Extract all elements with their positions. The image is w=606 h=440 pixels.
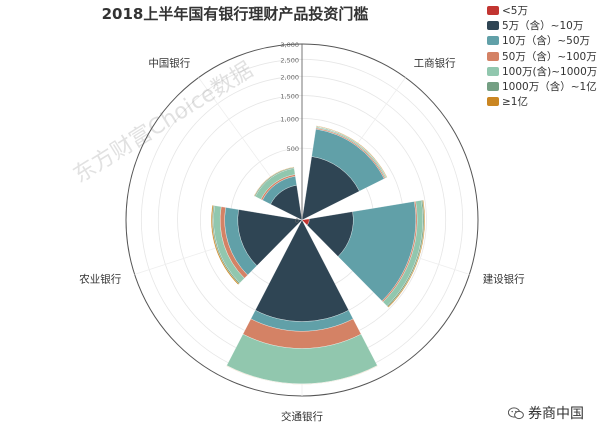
radial-tick-label: 2,500 <box>280 56 299 64</box>
legend-item[interactable]: <5万 <box>487 4 597 19</box>
brand: 券商中国 <box>508 403 584 423</box>
legend-swatch <box>487 81 499 91</box>
bar-segment <box>316 125 388 178</box>
legend-label: <5万 <box>502 5 528 17</box>
radial-tick-label: 500 <box>287 145 299 153</box>
chart-title: 2018上半年国有银行理财产品投资门槛 <box>101 5 369 23</box>
radial-tick-label: 2,000 <box>280 73 299 81</box>
legend-swatch <box>487 66 499 76</box>
bar-segment <box>387 199 426 308</box>
category-label: 交通银行 <box>281 410 323 423</box>
legend-swatch <box>487 36 499 46</box>
legend-swatch <box>487 97 499 107</box>
radial-tick-label: 0 <box>295 217 299 225</box>
bar-segment <box>253 166 295 197</box>
legend-item[interactable]: ≥1亿 <box>487 95 597 110</box>
legend-label: 5万（含）~10万 <box>502 20 584 33</box>
bar-layer <box>210 125 426 385</box>
legend-label: ≥1亿 <box>502 96 528 109</box>
radial-tick-label: 3,000 <box>280 41 299 49</box>
category-label: 建设银行 <box>483 273 525 286</box>
legend-item[interactable]: 1000万（含）~1亿 <box>487 80 597 95</box>
bar-segment <box>210 205 240 285</box>
legend-item[interactable]: 10万（含）~50万 <box>487 34 597 49</box>
legend-swatch <box>487 21 499 31</box>
brand-name: 券商中国 <box>528 406 584 422</box>
legend-label: 100万(含)~1000万 <box>502 65 598 78</box>
wechat-icon <box>508 407 524 420</box>
legend-swatch <box>487 51 499 61</box>
legend-swatch <box>487 6 499 15</box>
legend-item[interactable]: 50万（含）~100万 <box>487 50 597 65</box>
legend-label: 1000万（含）~1亿 <box>502 80 597 93</box>
chart-legend: <5万 5万（含）~10万 10万（含）~50万 50万（含）~100万 100万(含)… <box>487 4 597 110</box>
category-label: 中国银行 <box>148 56 190 69</box>
bar-segment <box>226 365 378 385</box>
label-layer: 0 500 1,000 1,500 2,000 2,500 3,000 工商银行建设银行交通银… <box>79 41 525 423</box>
category-label: 工商银行 <box>414 56 456 69</box>
legend-item[interactable]: 5万（含）~10万 <box>487 19 597 34</box>
legend-item[interactable]: 100万(含)~1000万 <box>487 65 597 80</box>
radial-tick-label: 1,500 <box>280 93 299 101</box>
radial-tick-label: 1,000 <box>280 115 299 123</box>
category-label: 农业银行 <box>79 273 121 286</box>
legend-label: 50万（含）~100万 <box>502 50 597 63</box>
legend-label: 10万（含）~50万 <box>502 35 591 48</box>
